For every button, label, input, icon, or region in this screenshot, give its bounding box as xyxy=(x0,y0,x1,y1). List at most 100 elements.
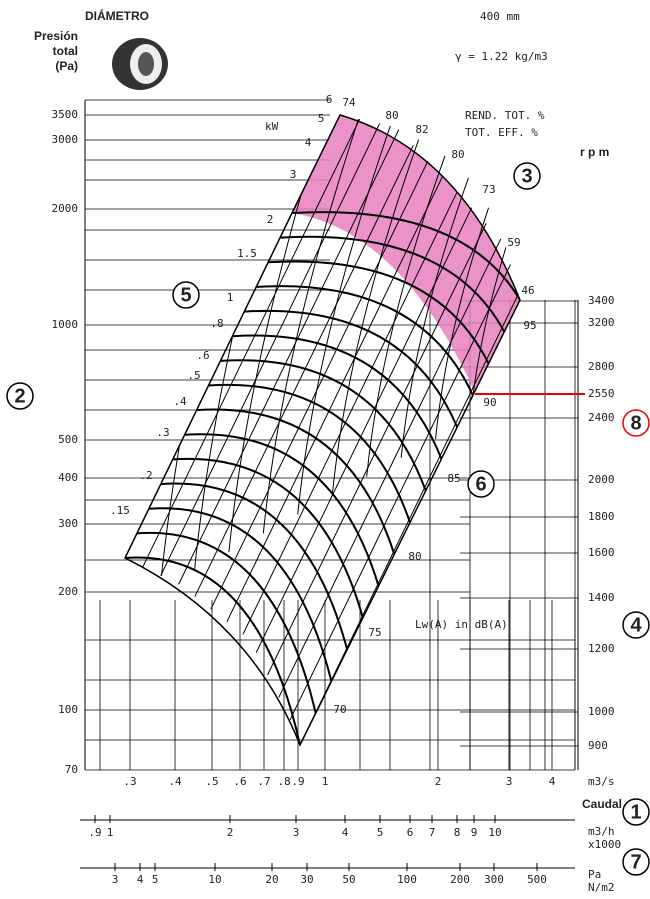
high-zone xyxy=(292,115,520,392)
eff-line xyxy=(366,115,506,477)
rpm-curve xyxy=(196,408,396,555)
noise-label: 75 xyxy=(368,626,381,639)
callout-circle xyxy=(172,281,200,309)
efficiency-label: 80 xyxy=(451,148,464,161)
eff-line xyxy=(331,115,463,496)
unit: x1000 xyxy=(588,838,621,851)
callout: 2 xyxy=(14,385,25,407)
unit: Pa xyxy=(588,868,601,881)
rpm-curve xyxy=(244,309,459,428)
pressure-label: Presión xyxy=(34,29,78,43)
rpm-tick-label: 3200 xyxy=(588,316,615,329)
fan-icon xyxy=(112,38,168,90)
kw-label: .6 xyxy=(196,349,209,362)
rpm-curve xyxy=(232,334,443,460)
rpm-tick-label: 2000 xyxy=(588,473,615,486)
kw-label: .2 xyxy=(139,469,152,482)
x-tick-label: 20 xyxy=(265,873,278,886)
callout: 7 xyxy=(630,851,641,873)
rpm-tick-label: 1400 xyxy=(588,591,615,604)
power-line xyxy=(212,176,443,652)
efficiency-label: 59 xyxy=(507,236,520,249)
power-line xyxy=(284,254,516,730)
x-tick-label: .5 xyxy=(205,775,218,788)
rpm-tick-label: 900 xyxy=(588,739,608,752)
y-tick-label: 3000 xyxy=(52,133,79,146)
kw-label: .4 xyxy=(173,395,187,408)
x-tick-label: 10 xyxy=(208,873,221,886)
x-tick-label: 300 xyxy=(484,873,504,886)
rpm-curve xyxy=(160,482,349,650)
pressure-label: total xyxy=(53,44,78,58)
rpm-curve xyxy=(291,211,520,301)
x-tick-label: 200 xyxy=(450,873,470,886)
x-tick-label: 3 xyxy=(293,826,300,839)
kw-label: 4 xyxy=(305,136,312,149)
x-tick-label: .4 xyxy=(168,775,182,788)
x-tick-label: 100 xyxy=(397,873,417,886)
x-tick-label: 10 xyxy=(488,826,501,839)
flow-label: Caudal xyxy=(582,797,622,811)
callout: 3 xyxy=(521,165,532,187)
callout-circle xyxy=(6,382,34,410)
rpm-curve xyxy=(280,235,506,333)
efficiency-label: 74 xyxy=(342,96,356,109)
kw-label: .8 xyxy=(210,317,223,330)
x-tick-label: .7 xyxy=(257,775,270,788)
y-tick-label: 1000 xyxy=(52,318,79,331)
callout: 1 xyxy=(630,801,641,823)
x-tick-label: 50 xyxy=(342,873,355,886)
power-line xyxy=(226,191,458,668)
x-tick-label: 2 xyxy=(435,775,442,788)
unit: m3/h xyxy=(588,825,615,838)
x-tick-label: .9 xyxy=(291,775,304,788)
rpm-tick-label: 2550 xyxy=(588,387,615,400)
kw-label: .5 xyxy=(187,369,200,382)
x-tick-label: 3 xyxy=(506,775,513,788)
rpm-curve xyxy=(184,433,380,587)
callout: 8 xyxy=(630,412,641,434)
x-tick-label: 9 xyxy=(471,826,478,839)
kw-label: .3 xyxy=(156,426,169,439)
rpm-curve xyxy=(136,531,317,714)
x-tick-label: 6 xyxy=(407,826,414,839)
kw-label: 3 xyxy=(290,168,297,181)
x-tick-label: 5 xyxy=(152,873,159,886)
rpm-curve xyxy=(172,457,364,619)
x-tick-label: .8 xyxy=(277,775,290,788)
eff-line xyxy=(400,115,520,458)
kw-label: .15 xyxy=(110,504,130,517)
callout-circle xyxy=(622,798,650,826)
efficiency-label: 46 xyxy=(521,284,534,297)
x-tick-label: 500 xyxy=(527,873,547,886)
x-tick-label: .3 xyxy=(123,775,136,788)
callout: 6 xyxy=(475,473,486,495)
rpm-tick-label: 1000 xyxy=(588,705,615,718)
x-tick-label: 5 xyxy=(377,826,384,839)
eff-line xyxy=(469,115,520,421)
y-tick-label: 500 xyxy=(58,433,78,446)
efficiency-label: 80 xyxy=(385,109,398,122)
efficiency-label: 73 xyxy=(482,183,495,196)
x-tick-label: 4 xyxy=(342,826,349,839)
outline xyxy=(124,114,521,747)
power-line xyxy=(182,145,414,621)
curves xyxy=(125,115,520,745)
power-line xyxy=(168,129,400,605)
x-tick-label: .9 xyxy=(88,826,101,839)
unit: N/m2 xyxy=(588,881,615,894)
noise-label: 85 xyxy=(447,472,460,485)
rpm-tick-label: 1600 xyxy=(588,546,615,559)
efficiency-es: REND. TOT. % xyxy=(465,109,545,122)
y-tick-label: 300 xyxy=(58,517,78,530)
rpm-tick-label: 3400 xyxy=(588,294,615,307)
rpm-curve xyxy=(268,260,490,365)
efficiency-en: TOT. EFF. % xyxy=(465,126,538,139)
kw-label: 1 xyxy=(227,291,234,304)
callout: 4 xyxy=(630,614,642,636)
density: γ = 1.22 kg/m3 xyxy=(455,50,548,63)
x-tick-label: 2 xyxy=(227,826,234,839)
power-line xyxy=(197,160,429,637)
rpm-curve xyxy=(125,556,301,745)
